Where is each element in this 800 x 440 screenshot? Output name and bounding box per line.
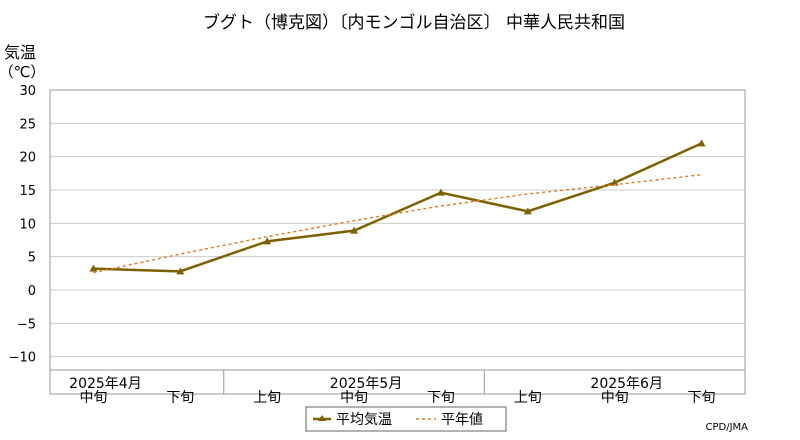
y-tick-label: 0: [28, 284, 36, 299]
x-tick-label: 中旬: [79, 390, 107, 406]
mean-temp-point: [176, 267, 185, 275]
y-tick-label: −5: [17, 317, 36, 332]
y-axis-ticks: 30 25 20 15 10 5 0 −5 −10: [9, 84, 36, 366]
x-month-label: 2025年5月: [330, 376, 403, 392]
x-axis-band: [49, 369, 746, 395]
x-axis-separators: [223, 370, 485, 394]
mean-temp-point: [350, 226, 359, 234]
x-tick-label: 下旬: [688, 390, 716, 406]
mean-temp-point: [89, 264, 98, 272]
x-month-label: 2025年6月: [590, 376, 663, 392]
legend-label-series-1: 平均気温: [336, 412, 392, 428]
x-month-label: 2025年4月: [69, 376, 142, 392]
plot-area: [49, 89, 746, 371]
series-line-mean-temp: [93, 142, 703, 273]
legend-label-series-2: 平年値: [441, 412, 483, 428]
y-tick-label: −10: [9, 351, 36, 366]
y-tick-label: 10: [19, 217, 36, 232]
legend-marker-series-1: [318, 415, 326, 421]
x-tick-label: 下旬: [427, 390, 455, 406]
y-axis-label-line2: （℃）: [0, 63, 45, 81]
mean-temp-point: [610, 178, 619, 186]
mean-temp-point: [697, 139, 706, 147]
y-axis-label-line1: 気温: [4, 43, 36, 62]
series-line-normal: [93, 173, 702, 274]
mean-temp-point: [436, 188, 445, 196]
mean-temp-point: [523, 207, 532, 215]
y-tick-label: 30: [19, 84, 36, 99]
y-tick-label: 5: [28, 251, 36, 266]
x-tick-label: 上旬: [253, 390, 281, 406]
x-tick-label: 中旬: [601, 390, 629, 406]
y-tick-label: 15: [19, 184, 36, 199]
y-tick-label: 20: [19, 151, 36, 166]
x-tick-label: 中旬: [340, 390, 368, 406]
x-tick-label: 上旬: [514, 390, 542, 406]
legend: 平均気温 平年値: [305, 406, 507, 432]
chart-title: ブグト（博克図）〔内モンゴル自治区〕 中華人民共和国: [203, 12, 625, 33]
credit-label: CPD/JMA: [706, 422, 749, 433]
mean-temp-point: [263, 237, 272, 245]
y-tick-label: 25: [19, 117, 36, 132]
x-tick-label: 下旬: [166, 390, 194, 406]
series-layer: [89, 139, 706, 275]
legend-box: [305, 406, 507, 432]
